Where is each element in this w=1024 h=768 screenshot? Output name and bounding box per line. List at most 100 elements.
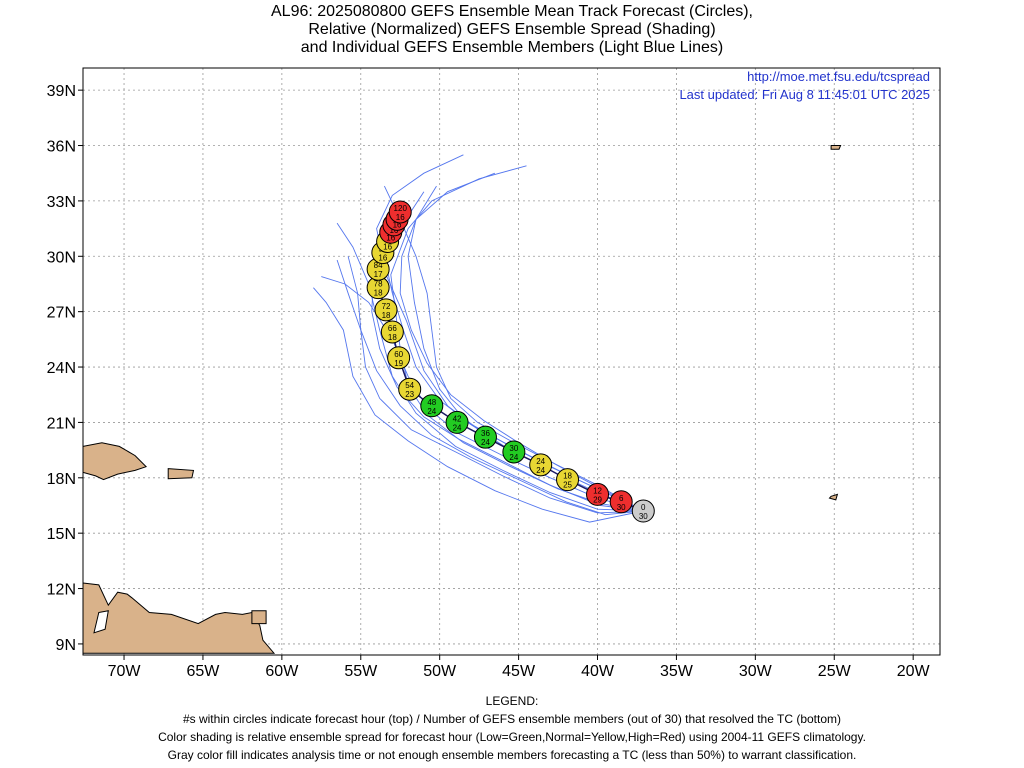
member-track-line: [313, 287, 644, 523]
member-count-label: 18: [374, 289, 383, 298]
lat-tick-label: 30N: [47, 249, 76, 266]
lat-tick-label: 15N: [47, 526, 76, 543]
forecast-circle: [473, 425, 497, 449]
lon-tick-label: 40W: [581, 663, 615, 680]
forecast-circle: [586, 482, 610, 506]
forecast-circle: [609, 490, 633, 514]
forecast-circle: [398, 377, 422, 401]
lat-tick-label: 39N: [47, 83, 76, 100]
member-count-label: 16: [378, 254, 387, 263]
member-count-label: 24: [427, 407, 436, 416]
forecast-hour-label: 0: [641, 503, 646, 512]
forecast-circle: [388, 200, 412, 224]
mean-track: 0306301229182524243024362442244824542360…: [366, 200, 655, 523]
lon-tick-label: 20W: [897, 663, 931, 680]
forecast-circle: [445, 410, 469, 434]
member-count-label: 29: [593, 495, 602, 504]
member-count-label: 24: [453, 423, 462, 432]
member-count-label: 30: [617, 503, 626, 512]
forecast-hour-label: 120: [394, 204, 408, 213]
forecast-hour-label: 78: [374, 280, 383, 289]
map-frame: [82, 67, 941, 656]
member-track-line: [336, 222, 644, 512]
forecast-hour-label: 48: [427, 398, 436, 407]
lat-tick-label: 18N: [47, 471, 76, 488]
legend-line2: Color shading is relative ensemble sprea…: [158, 730, 866, 744]
source-url-link[interactable]: http://moe.met.fsu.edu/tcspread: [747, 69, 930, 84]
member-count-label: 18: [388, 333, 397, 342]
lat-tick-label: 24N: [47, 360, 76, 377]
lon-tick-label: 25W: [818, 663, 852, 680]
forecast-circle: [529, 453, 553, 477]
lon-tick-label: 70W: [108, 663, 142, 680]
member-count-label: 16: [393, 220, 402, 229]
lon-tick-label: 30W: [739, 663, 773, 680]
legend-line1: #s within circles indicate forecast hour…: [182, 712, 842, 726]
land-lake-maracaibo: [93, 610, 109, 634]
member-count-label: 23: [405, 390, 414, 399]
lat-tick-label: 36N: [47, 139, 76, 156]
forecast-hour-label: 66: [388, 324, 397, 333]
lon-tick-label: 45W: [502, 663, 536, 680]
forecast-hour-label: 30: [509, 444, 518, 453]
forecast-circle: [631, 499, 655, 523]
forecast-point: 030: [631, 499, 655, 523]
member-count-label: 19: [394, 359, 403, 368]
lon-tick-label: 55W: [344, 663, 378, 680]
forecast-circle: [387, 346, 411, 370]
forecast-hour-label: 42: [453, 414, 462, 423]
forecast-point: 630: [609, 490, 633, 514]
chart-title-line1: AL96: 2025080800 GEFS Ensemble Mean Trac…: [271, 3, 753, 20]
member-count-label: 16: [396, 213, 405, 222]
forecast-hour-label: 72: [382, 302, 391, 311]
member-track-line: [336, 259, 644, 516]
legend-heading: LEGEND:: [485, 694, 539, 708]
land-bermuda: [830, 145, 842, 150]
forecast-hour-label: 36: [481, 429, 490, 438]
lon-tick-label: 35W: [660, 663, 694, 680]
member-count-label: 24: [536, 466, 545, 475]
lat-tick-label: 9N: [56, 637, 76, 654]
axis-ticks: 70W 65W 60W 55W 50W 45W 40W 35W 30W 25W 20W 39N 36N 3…: [47, 83, 931, 680]
member-track-line: [347, 256, 644, 514]
lat-tick-label: 12N: [47, 582, 76, 599]
forecast-hour-label: 24: [536, 457, 545, 466]
lat-tick-label: 21N: [47, 415, 76, 432]
forecast-hour-label: 54: [405, 381, 414, 390]
member-count-label: 24: [509, 453, 518, 462]
legend-line3: Gray color fill indicates analysis time …: [167, 748, 857, 762]
land-south-america: [83, 582, 276, 654]
member-count-label: 25: [563, 481, 572, 490]
land-masses: [83, 145, 842, 654]
lon-tick-label: 60W: [265, 663, 299, 680]
lon-tick-label: 50W: [423, 663, 457, 680]
chart-title-line3: and Individual GEFS Ensemble Members (Li…: [300, 39, 724, 56]
member-count-label: 16: [386, 233, 395, 242]
lat-tick-label: 33N: [47, 194, 76, 211]
forecast-circle: [502, 440, 526, 464]
forecast-hour-label: 18: [563, 472, 572, 481]
land-hispaniola: [83, 442, 148, 481]
lat-tick-label: 27N: [47, 305, 76, 322]
forecast-circle: [380, 320, 404, 344]
land-puerto-rico: [167, 468, 195, 480]
lon-tick-label: 65W: [186, 663, 220, 680]
map-plot-area: [83, 68, 940, 655]
member-count-label: 18: [382, 311, 391, 320]
member-count-label: 17: [374, 270, 383, 279]
forecast-circle: [374, 298, 398, 322]
land-cabo-verde: [828, 493, 839, 501]
forecast-hour-label: 12: [593, 486, 602, 495]
